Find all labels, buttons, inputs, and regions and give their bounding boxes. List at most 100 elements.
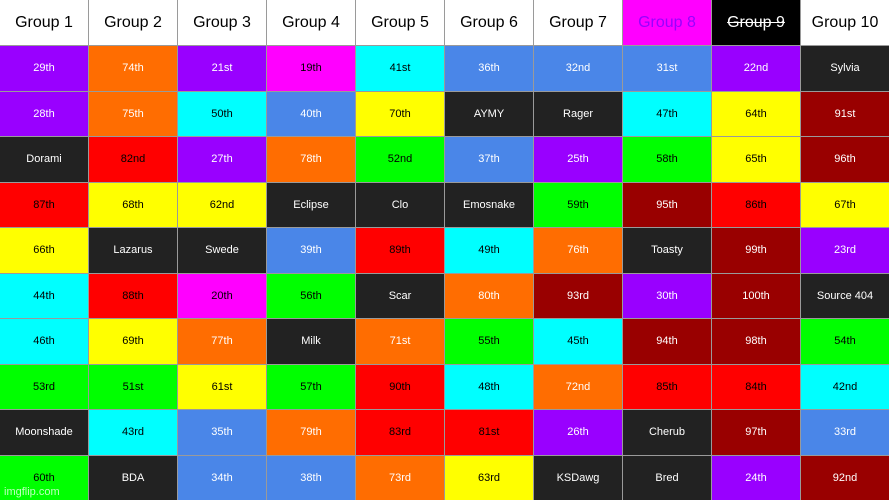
rank-cell: 39th	[267, 228, 355, 273]
group-header-9: Group 9	[712, 0, 800, 45]
rank-cell: 33rd	[801, 410, 889, 455]
rank-cell: 49th	[445, 228, 533, 273]
rank-cell: 61st	[178, 364, 266, 409]
rank-cell: 82nd	[89, 137, 177, 182]
group-header-label: Group 4	[282, 13, 340, 31]
group-header-label: Group 6	[460, 13, 518, 31]
rank-cell: Toasty	[623, 228, 711, 273]
rank-cell: 88th	[89, 273, 177, 318]
rank-cell: 40th	[267, 91, 355, 136]
rank-cell: Moonshade	[0, 410, 88, 455]
rank-cell: 32nd	[534, 46, 622, 91]
rank-cell: 97th	[712, 410, 800, 455]
rank-cell: Lazarus	[89, 228, 177, 273]
rank-cell: 38th	[267, 455, 355, 500]
rank-cell: 68th	[89, 182, 177, 227]
rank-cell: 76th	[534, 228, 622, 273]
rank-cell: 77th	[178, 319, 266, 364]
rank-cell: 54th	[801, 319, 889, 364]
rank-cell: 22nd	[712, 46, 800, 91]
rank-cell: Bred	[623, 455, 711, 500]
group-header-label: Group 7	[549, 13, 607, 31]
rank-cell: 100th	[712, 273, 800, 318]
rank-cell: 23rd	[801, 228, 889, 273]
group-header-3: Group 3	[178, 0, 266, 45]
rank-cell: 80th	[445, 273, 533, 318]
group-header-label: Group 1	[15, 13, 73, 31]
rank-cell: 83rd	[356, 410, 444, 455]
rank-cell: 35th	[178, 410, 266, 455]
rank-cell: 48th	[445, 364, 533, 409]
rank-cell: Scar	[356, 273, 444, 318]
rank-cell: 70th	[356, 91, 444, 136]
group-header-10: Group 10	[801, 0, 889, 45]
rank-cell: 37th	[445, 137, 533, 182]
rank-cell: 93rd	[534, 273, 622, 318]
rank-cell: 43rd	[89, 410, 177, 455]
rank-cell: 27th	[178, 137, 266, 182]
rank-cell: 87th	[0, 182, 88, 227]
rank-cell: 25th	[534, 137, 622, 182]
rank-cell: 85th	[623, 364, 711, 409]
rank-cell: Milk	[267, 319, 355, 364]
rank-cell: 28th	[0, 91, 88, 136]
rank-cell: 92nd	[801, 455, 889, 500]
group-header-label: Group 9	[727, 13, 785, 31]
rank-cell: 90th	[356, 364, 444, 409]
rank-cell: 58th	[623, 137, 711, 182]
rank-cell: Clo	[356, 182, 444, 227]
rank-cell: BDA	[89, 455, 177, 500]
group-header-6: Group 6	[445, 0, 533, 45]
rank-cell: 24th	[712, 455, 800, 500]
rank-cell: 29th	[0, 46, 88, 91]
group-header-label: Group 8	[638, 13, 696, 31]
rank-cell: 26th	[534, 410, 622, 455]
rank-cell: 95th	[623, 182, 711, 227]
rank-cell: 69th	[89, 319, 177, 364]
rank-cell: 34th	[178, 455, 266, 500]
group-header-7: Group 7	[534, 0, 622, 45]
rank-cell: 75th	[89, 91, 177, 136]
rank-cell: AYMY	[445, 91, 533, 136]
rank-cell: 55th	[445, 319, 533, 364]
rank-cell: 94th	[623, 319, 711, 364]
rank-cell: KSDawg	[534, 455, 622, 500]
rank-cell: 52nd	[356, 137, 444, 182]
group-header-8: Group 8	[623, 0, 711, 45]
rank-cell: 36th	[445, 46, 533, 91]
group-header-5: Group 5	[356, 0, 444, 45]
rank-cell: Source 404	[801, 273, 889, 318]
group-header-label: Group 10	[811, 13, 879, 31]
rank-cell: 99th	[712, 228, 800, 273]
rank-cell: 84th	[712, 364, 800, 409]
rank-cell: 30th	[623, 273, 711, 318]
rank-cell: 74th	[89, 46, 177, 91]
rank-cell: 71st	[356, 319, 444, 364]
rank-cell: 81st	[445, 410, 533, 455]
rank-cell: 21st	[178, 46, 266, 91]
rank-cell: 63rd	[445, 455, 533, 500]
rank-cell: 45th	[534, 319, 622, 364]
rank-cell: 42nd	[801, 364, 889, 409]
rank-cell: 98th	[712, 319, 800, 364]
rank-cell: Swede	[178, 228, 266, 273]
rank-cell: 96th	[801, 137, 889, 182]
group-header-label: Group 3	[193, 13, 251, 31]
rank-cell: 62nd	[178, 182, 266, 227]
rank-cell: 60th	[0, 455, 88, 500]
watermark: imgflip.com	[4, 486, 60, 498]
rank-cell: Sylvia	[801, 46, 889, 91]
rank-cell: 51st	[89, 364, 177, 409]
rank-cell: 56th	[267, 273, 355, 318]
rank-cell: 46th	[0, 319, 88, 364]
rank-cell: 57th	[267, 364, 355, 409]
rank-cell: 44th	[0, 273, 88, 318]
rank-cell: 72nd	[534, 364, 622, 409]
rank-cell: 50th	[178, 91, 266, 136]
group-header-4: Group 4	[267, 0, 355, 45]
rank-cell: 73rd	[356, 455, 444, 500]
rank-cell: 67th	[801, 182, 889, 227]
rank-cell: 78th	[267, 137, 355, 182]
rank-cell: 31st	[623, 46, 711, 91]
